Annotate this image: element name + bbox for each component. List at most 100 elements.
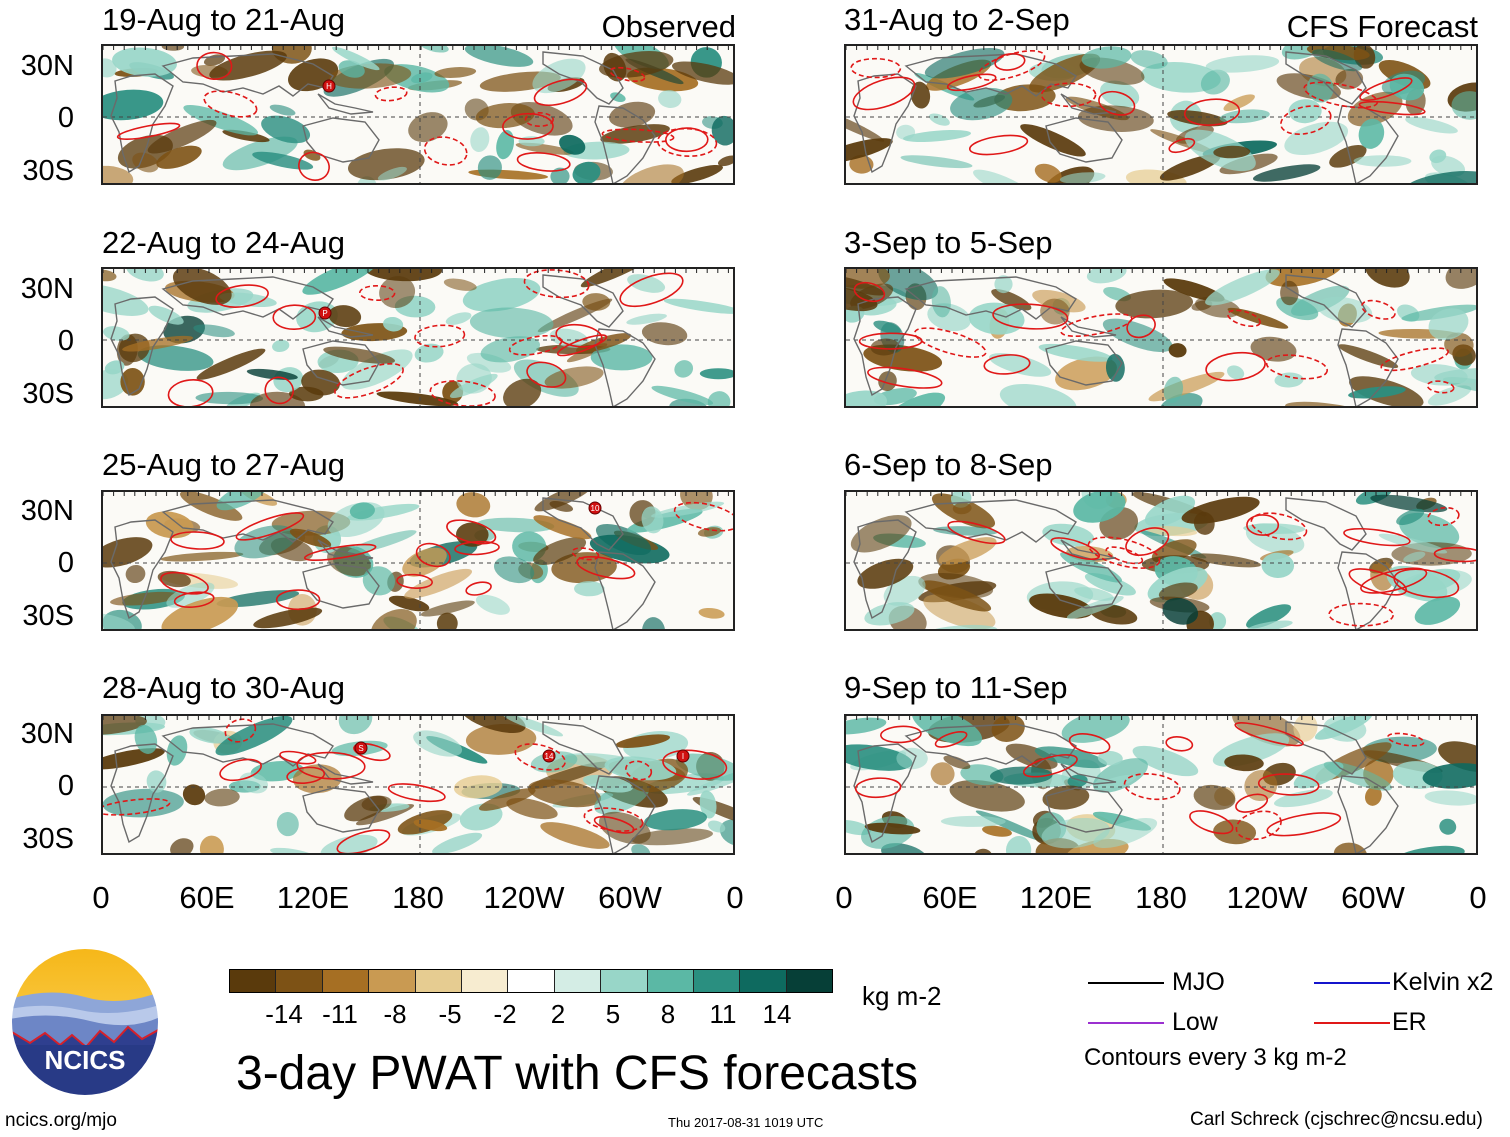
pwat-anomaly-shade	[989, 353, 1052, 377]
pwat-anomaly-shade	[219, 292, 277, 308]
panel-5-tag-forecast: CFS Forecast	[1286, 9, 1478, 44]
pwat-anomaly-shade	[332, 46, 380, 71]
pwat-anomaly-field: H	[103, 46, 733, 183]
pwat-anomaly-shade	[161, 46, 185, 51]
pwat-anomaly-shade	[112, 47, 177, 77]
er-contour	[609, 66, 646, 82]
er-contour	[1427, 506, 1460, 527]
coastline	[110, 519, 174, 620]
pwat-anomaly-shade	[148, 305, 184, 325]
er-contour	[1361, 299, 1396, 320]
coastline	[110, 743, 174, 844]
er-contour	[502, 112, 554, 140]
er-contour	[1360, 567, 1428, 594]
lat-label-30n: 30N	[20, 495, 74, 527]
colorbar-label: 2	[550, 999, 566, 1029]
pwat-anomaly-shade	[878, 269, 939, 301]
pwat-anomaly-shade	[215, 716, 293, 756]
legend-line-low	[1088, 1022, 1164, 1024]
pwat-anomaly-shade	[574, 581, 605, 597]
pwat-anomaly-shade	[1020, 124, 1086, 157]
pwat-anomaly-shade	[559, 134, 586, 155]
er-contour	[524, 111, 554, 128]
colorbar-swatch	[415, 970, 462, 992]
colorbar	[229, 969, 833, 993]
pwat-anomaly-shade	[949, 780, 1025, 812]
pwat-anomaly-shade	[672, 61, 733, 85]
er-contour	[272, 304, 317, 331]
er-contour	[1433, 546, 1476, 563]
coastline	[542, 274, 624, 328]
er-contour	[992, 303, 1069, 330]
pwat-anomaly-shade	[1434, 367, 1476, 384]
pwat-anomaly-shade	[1428, 308, 1469, 340]
pwat-anomaly-shade	[301, 369, 341, 396]
er-contour	[1266, 812, 1342, 837]
pwat-anomaly-shade	[459, 716, 526, 734]
pwat-anomaly-shade	[950, 87, 1013, 121]
pwat-anomaly-shade	[160, 551, 244, 562]
storm-label: 14	[545, 752, 554, 761]
map-panel-observed-4: S 14 I	[101, 714, 735, 855]
pwat-anomaly-shade	[413, 819, 448, 832]
coastline	[904, 499, 1077, 543]
coastline	[302, 117, 380, 163]
pwat-anomaly-shade	[1162, 597, 1199, 625]
pwat-anomaly-shade	[161, 596, 239, 629]
pwat-anomaly-shade	[411, 72, 433, 84]
pwat-anomaly-shade	[103, 716, 147, 735]
lon-label-60e: 60E	[922, 880, 978, 915]
pwat-anomaly-shade	[1348, 386, 1406, 399]
panel-6-title: 3-Sep to 5-Sep	[844, 225, 1053, 260]
pwat-anomaly-shade	[1347, 91, 1403, 127]
pwat-anomaly-shade	[413, 730, 463, 757]
er-contour	[275, 589, 321, 611]
pwat-anomaly-shade	[347, 148, 425, 181]
er-contour	[625, 760, 653, 781]
pwat-anomaly-shade	[453, 775, 503, 799]
pwat-anomaly-shade	[1038, 343, 1113, 362]
coastline	[594, 328, 656, 406]
er-contour	[1343, 527, 1411, 547]
er-contour	[336, 829, 391, 853]
colorbar-label: 5	[605, 999, 621, 1029]
lat-label-30n: 30N	[20, 273, 74, 305]
pwat-anomaly-shade	[1140, 61, 1221, 93]
pwat-anomaly-shade	[938, 537, 997, 565]
pwat-anomaly-shade	[540, 822, 610, 849]
pwat-anomaly-shade	[1042, 785, 1090, 810]
pwat-anomaly-shade	[550, 167, 570, 183]
er-contour	[429, 380, 496, 406]
footer-timestamp: Thu 2017-08-31 1019 UTC	[668, 1115, 824, 1130]
legend-label-mjo: MJO	[1172, 968, 1225, 996]
er-contour	[555, 323, 603, 348]
pwat-anomaly-shade	[846, 286, 878, 312]
pwat-anomaly-shade	[189, 727, 230, 744]
colorbar-swatch	[230, 970, 277, 992]
map-panel-forecast-1	[844, 44, 1478, 185]
pwat-anomaly-shade	[1414, 596, 1461, 625]
lon-label-0-end: 0	[726, 880, 744, 915]
pwat-anomaly-shade	[864, 602, 915, 626]
er-contour	[853, 281, 886, 303]
colorbar-swatch	[693, 970, 741, 992]
storm-label: P	[322, 309, 327, 318]
pwat-anomaly-shade	[1115, 289, 1194, 319]
pwat-anomaly-shade	[1273, 789, 1333, 808]
pwat-anomaly-shade	[320, 834, 378, 853]
pwat-anomaly-shade	[362, 566, 396, 596]
tropical-cyclone-icon: I	[676, 749, 690, 763]
pwat-anomaly-shade	[292, 764, 342, 794]
pwat-anomaly-shade	[930, 762, 955, 786]
tropical-cyclone-icon: S	[354, 741, 368, 755]
pwat-anomaly-field	[846, 716, 1476, 853]
er-contour	[465, 581, 492, 596]
pwat-anomaly-shade	[1074, 587, 1114, 601]
er-contour	[1426, 380, 1455, 394]
er-contour	[1189, 810, 1234, 835]
coastline	[853, 73, 917, 174]
er-contour	[1040, 82, 1097, 108]
pwat-anomaly-shade	[1159, 154, 1221, 181]
er-contour	[1050, 537, 1101, 561]
er-contour	[1105, 546, 1144, 565]
